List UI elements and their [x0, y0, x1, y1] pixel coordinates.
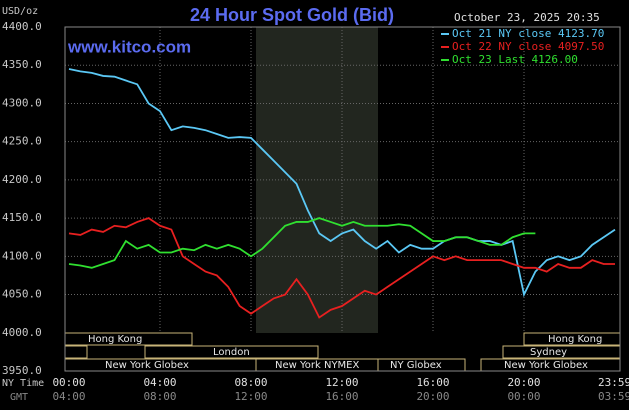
- chart-title: 24 Hour Spot Gold (Bid): [190, 5, 394, 25]
- y-tick-label: 4200.0: [2, 173, 42, 186]
- session: NY Globex: [390, 360, 442, 371]
- legend-entry: Oct 21 NY close 4123.70: [452, 27, 604, 40]
- session: Sydney: [530, 347, 567, 358]
- session: New York Globex: [105, 360, 189, 371]
- y-tick-label: 4400.0: [2, 20, 42, 33]
- x-tick-label: 16:00: [416, 376, 449, 389]
- x-tick-label: 20:00: [507, 376, 540, 389]
- legend-entry: Oct 23 Last 4126.00: [452, 53, 578, 66]
- series-line: [68, 217, 615, 319]
- x-tick-label: 12:00: [325, 376, 358, 389]
- y-tick-label: 4150.0: [2, 211, 42, 224]
- x-tick-label: 00:00: [52, 376, 85, 389]
- watermark: www.kitco.com: [67, 37, 191, 56]
- x-tick-label-gmt: 03:59: [598, 390, 629, 403]
- x-tick-label-gmt: 04:00: [52, 390, 85, 403]
- x-tick-label: 23:59: [598, 376, 629, 389]
- date: October 23, 2025 20:35: [454, 11, 600, 24]
- session: Hong Kong: [548, 334, 602, 345]
- y-tick-label: 4350.0: [2, 58, 42, 71]
- x-tick-label: 04:00: [143, 376, 176, 389]
- sessions: Hong Kong London New York Globex New Yor…: [64, 332, 621, 372]
- x-tick-label: 08:00: [234, 376, 267, 389]
- session: New York NYMEX: [275, 360, 360, 371]
- x-row-label: GMT: [10, 392, 28, 403]
- plot-frame: [64, 26, 621, 372]
- series-line: [68, 217, 536, 269]
- y-tick-label: 4000.0: [2, 326, 42, 339]
- x-tick-label-gmt: 12:00: [234, 390, 267, 403]
- y-tick-label: 4100.0: [2, 249, 42, 262]
- legend-entry: Oct 22 NY close 4097.50: [452, 40, 604, 53]
- x-tick-label-gmt: 20:00: [416, 390, 449, 403]
- session: New York Globex: [504, 360, 588, 371]
- y-tick-label: 4250.0: [2, 135, 42, 148]
- session: Hong Kong: [88, 334, 142, 345]
- y-tick-label: 4300.0: [2, 96, 42, 109]
- x-tick-label-gmt: 00:00: [507, 390, 540, 403]
- x-tick-label-gmt: 08:00: [143, 390, 176, 403]
- x-row-label: NY Time: [2, 378, 44, 389]
- y-tick-label: 3950.0: [2, 364, 42, 377]
- session: London: [213, 347, 250, 358]
- y-label: USD/oz: [2, 6, 38, 17]
- x-tick-label-gmt: 16:00: [325, 390, 358, 403]
- series-line: [68, 68, 616, 298]
- y-tick-label: 4050.0: [2, 288, 42, 301]
